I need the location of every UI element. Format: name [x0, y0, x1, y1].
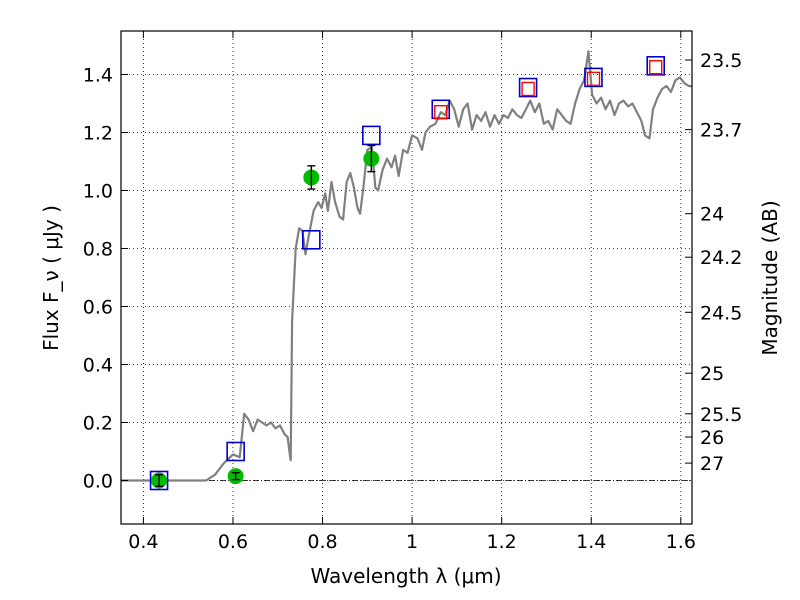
- spectrum-line: [121, 50, 692, 482]
- right-tick-label: 24: [700, 204, 724, 226]
- y-tick-label: 0.0: [83, 471, 113, 493]
- y-tick-label: 1.2: [83, 123, 113, 145]
- observed-points-series: [151, 144, 380, 489]
- x-tick-label: 1.6: [666, 531, 696, 553]
- blue-square-series: [149, 55, 666, 491]
- plot-frame: [120, 30, 693, 525]
- y-tick-label: 0.2: [83, 413, 113, 435]
- spectrum-series: [121, 50, 692, 482]
- y-tick-label: 0.4: [83, 355, 113, 377]
- blue-square-marker: [646, 55, 666, 76]
- right-tick-label: 25: [700, 363, 724, 385]
- red-square-marker: [586, 71, 601, 87]
- blue-square-marker: [518, 77, 538, 98]
- right-tick-label: 23.7: [700, 120, 742, 142]
- blue-square-marker: [226, 441, 245, 462]
- x-axis: 0.4 0.6 0.8 1 1.2 1.4 1.6: [128, 31, 696, 553]
- x-tick-label: 0.6: [218, 531, 248, 553]
- x-tick-label: 0.4: [128, 531, 158, 553]
- right-tick-label: 24.5: [700, 302, 742, 324]
- blue-square-marker: [584, 67, 603, 88]
- right-tick-label: 25.5: [700, 404, 742, 426]
- right-magnitude-axis: 23.5 23.7 24 24.2 24.5 25 25.526 27: [685, 50, 742, 475]
- x-tick-label: 1: [406, 531, 418, 553]
- y-axis-title: Flux F_ν ( μJy ): [39, 205, 63, 351]
- right-axis-title: Magnitude (AB): [758, 200, 782, 355]
- y-tick-label: 1.0: [83, 181, 113, 203]
- x-tick-label: 0.8: [307, 531, 337, 553]
- y-axis: 0.0 0.2 0.4 0.6 0.8 1.0 1.2 1.4: [83, 65, 128, 493]
- x-axis-title: Wavelength λ (μm): [310, 564, 501, 588]
- x-tick-label: 1.2: [487, 531, 517, 553]
- red-square-marker: [649, 60, 663, 75]
- red-square-marker: [434, 104, 448, 120]
- right-tick-label: 27: [700, 453, 724, 475]
- right-tick-label: 26: [700, 427, 724, 449]
- y-tick-label: 0.8: [83, 239, 113, 261]
- blue-square-marker: [149, 470, 169, 491]
- plot-background: [121, 31, 692, 524]
- right-tick-label: 23.5: [700, 50, 742, 72]
- red-square-series: [434, 60, 663, 120]
- y-tick-label: 0.6: [83, 297, 113, 319]
- blue-square-marker: [302, 230, 321, 250]
- right-tick-label: 24.2: [700, 247, 742, 269]
- red-square-marker: [521, 81, 535, 97]
- x-tick-label: 1.4: [576, 531, 606, 553]
- y-tick-label: 1.4: [83, 65, 113, 87]
- blue-square-marker: [362, 125, 381, 146]
